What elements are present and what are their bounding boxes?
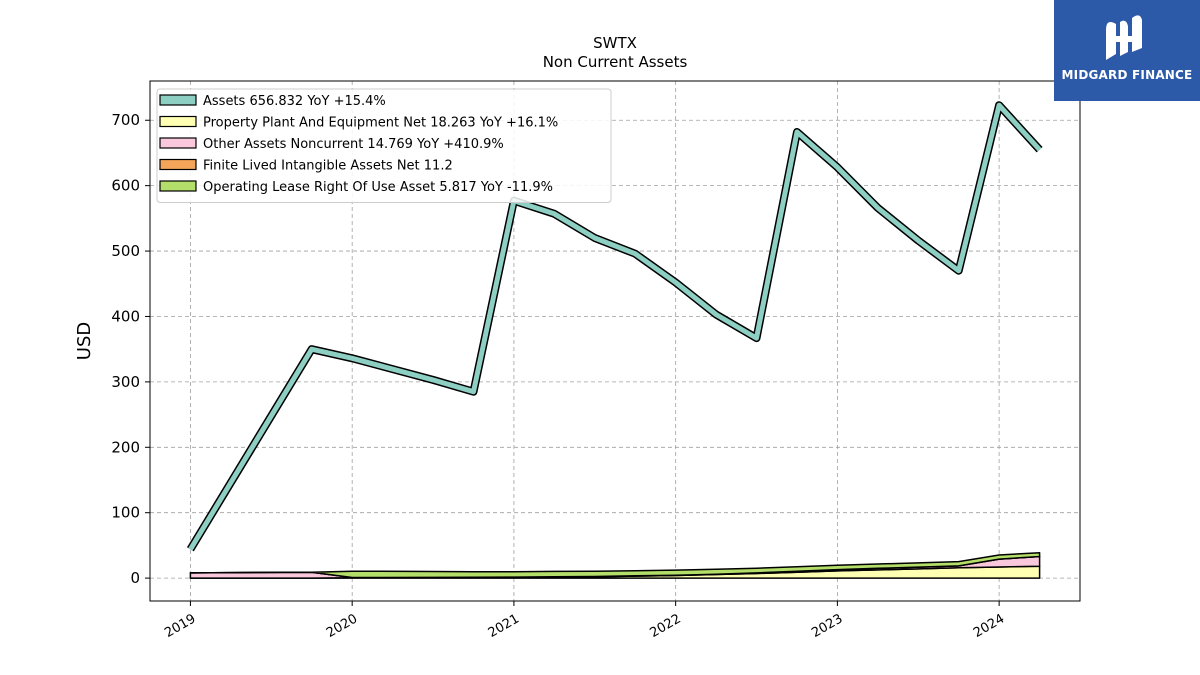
x-tick-label: 2020 bbox=[324, 611, 360, 641]
chart-title: SWTX bbox=[593, 34, 637, 52]
legend-swatch-property-plant-and-equipment-net bbox=[159, 115, 197, 128]
area-operating-lease-right-of-use-asset bbox=[189, 551, 1041, 579]
midgard-finance-logo: MIDGARD FINANCE bbox=[1054, 0, 1200, 101]
series-layer bbox=[186, 101, 1043, 579]
x-tick-label: 2021 bbox=[486, 611, 522, 641]
line-assets bbox=[188, 102, 1042, 551]
x-tick-label: 2022 bbox=[647, 611, 683, 641]
logo-text: MIDGARD FINANCE bbox=[1061, 68, 1193, 82]
legend-label-finite-lived-intangible-assets-net: Finite Lived Intangible Assets Net 11.2 bbox=[203, 159, 453, 174]
y-axis: 0 100 200 300 400 500 600 700 bbox=[111, 111, 150, 587]
y-tick-label: 500 bbox=[111, 242, 140, 260]
x-tick-label: 2019 bbox=[162, 611, 198, 641]
x-tick-label: 2024 bbox=[971, 611, 1007, 641]
legend-box bbox=[156, 88, 612, 203]
y-tick-label: 200 bbox=[111, 438, 140, 456]
y-tick-label: 300 bbox=[111, 373, 140, 391]
y-tick-label: 100 bbox=[111, 504, 140, 522]
y-axis-label: USD bbox=[74, 322, 95, 360]
x-tick-label: 2023 bbox=[809, 611, 845, 641]
midgard-logo-icon bbox=[1106, 15, 1142, 60]
chart-subtitle: Non Current Assets bbox=[543, 53, 688, 71]
y-tick-label: 0 bbox=[130, 569, 140, 587]
legend-label-other-assets-noncurrent: Other Assets Noncurrent 14.769 YoY +410.… bbox=[203, 137, 504, 152]
legend: Assets 656.832 YoY +15.4% Property Plant … bbox=[156, 88, 612, 203]
legend-swatch-finite-lived-intangible-assets-net bbox=[159, 158, 197, 171]
legend-swatch-assets bbox=[159, 94, 197, 106]
legend-label-assets: Assets 656.832 YoY +15.4% bbox=[203, 94, 386, 109]
plot-frame bbox=[149, 80, 1081, 602]
legend-swatch-other-assets-noncurrent bbox=[159, 137, 197, 149]
y-tick-label: 400 bbox=[111, 307, 140, 325]
x-axis: 2019 2020 2021 2022 2023 2024 bbox=[162, 601, 1007, 641]
y-tick-label: 600 bbox=[111, 177, 140, 195]
legend-label-property-plant-and-equipment-net: Property Plant And Equipment Net 18.263 … bbox=[203, 116, 558, 131]
y-tick-label: 700 bbox=[111, 111, 140, 129]
legend-swatch-operating-lease-right-of-use-asset bbox=[159, 180, 197, 192]
legend-label-operating-lease-right-of-use-asset: Operating Lease Right Of Use Asset 5.817… bbox=[203, 180, 553, 195]
